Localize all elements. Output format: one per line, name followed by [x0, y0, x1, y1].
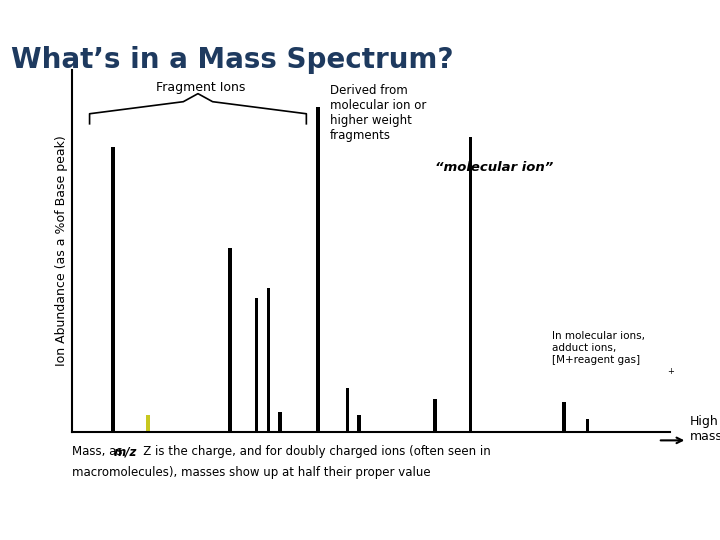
Text: In molecular ions,
adduct ions,
[M+reagent gas]: In molecular ions, adduct ions, [M+reage… — [552, 332, 645, 364]
Bar — [586, 418, 590, 432]
Bar — [316, 107, 320, 432]
Bar — [346, 388, 349, 432]
Bar — [278, 412, 282, 432]
Text: High
mass: High mass — [690, 415, 720, 443]
Bar — [255, 298, 258, 432]
Text: macromolecules), masses show up at half their proper value: macromolecules), masses show up at half … — [72, 466, 431, 479]
Text: m/z: m/z — [114, 446, 137, 458]
Text: “molecular ion”: “molecular ion” — [435, 161, 553, 174]
Text: .  Z is the charge, and for doubly charged ions (often seen in: . Z is the charge, and for doubly charge… — [132, 446, 491, 458]
Text: Mass, as: Mass, as — [72, 446, 126, 458]
Bar — [146, 415, 150, 432]
Bar — [562, 402, 566, 432]
Text: Derived from
molecular ion or
higher weight
fragments: Derived from molecular ion or higher wei… — [330, 84, 426, 141]
Bar — [469, 137, 472, 432]
Text: What’s in a Mass Spectrum?: What’s in a Mass Spectrum? — [11, 46, 454, 74]
Bar — [228, 248, 232, 432]
Y-axis label: Ion Abundance (as a %of Base peak): Ion Abundance (as a %of Base peak) — [55, 136, 68, 367]
Bar — [266, 288, 270, 432]
Bar — [433, 399, 437, 432]
Bar — [112, 147, 114, 432]
Bar — [357, 415, 361, 432]
Text: Fragment Ions: Fragment Ions — [156, 80, 246, 93]
Text: +: + — [667, 367, 673, 376]
